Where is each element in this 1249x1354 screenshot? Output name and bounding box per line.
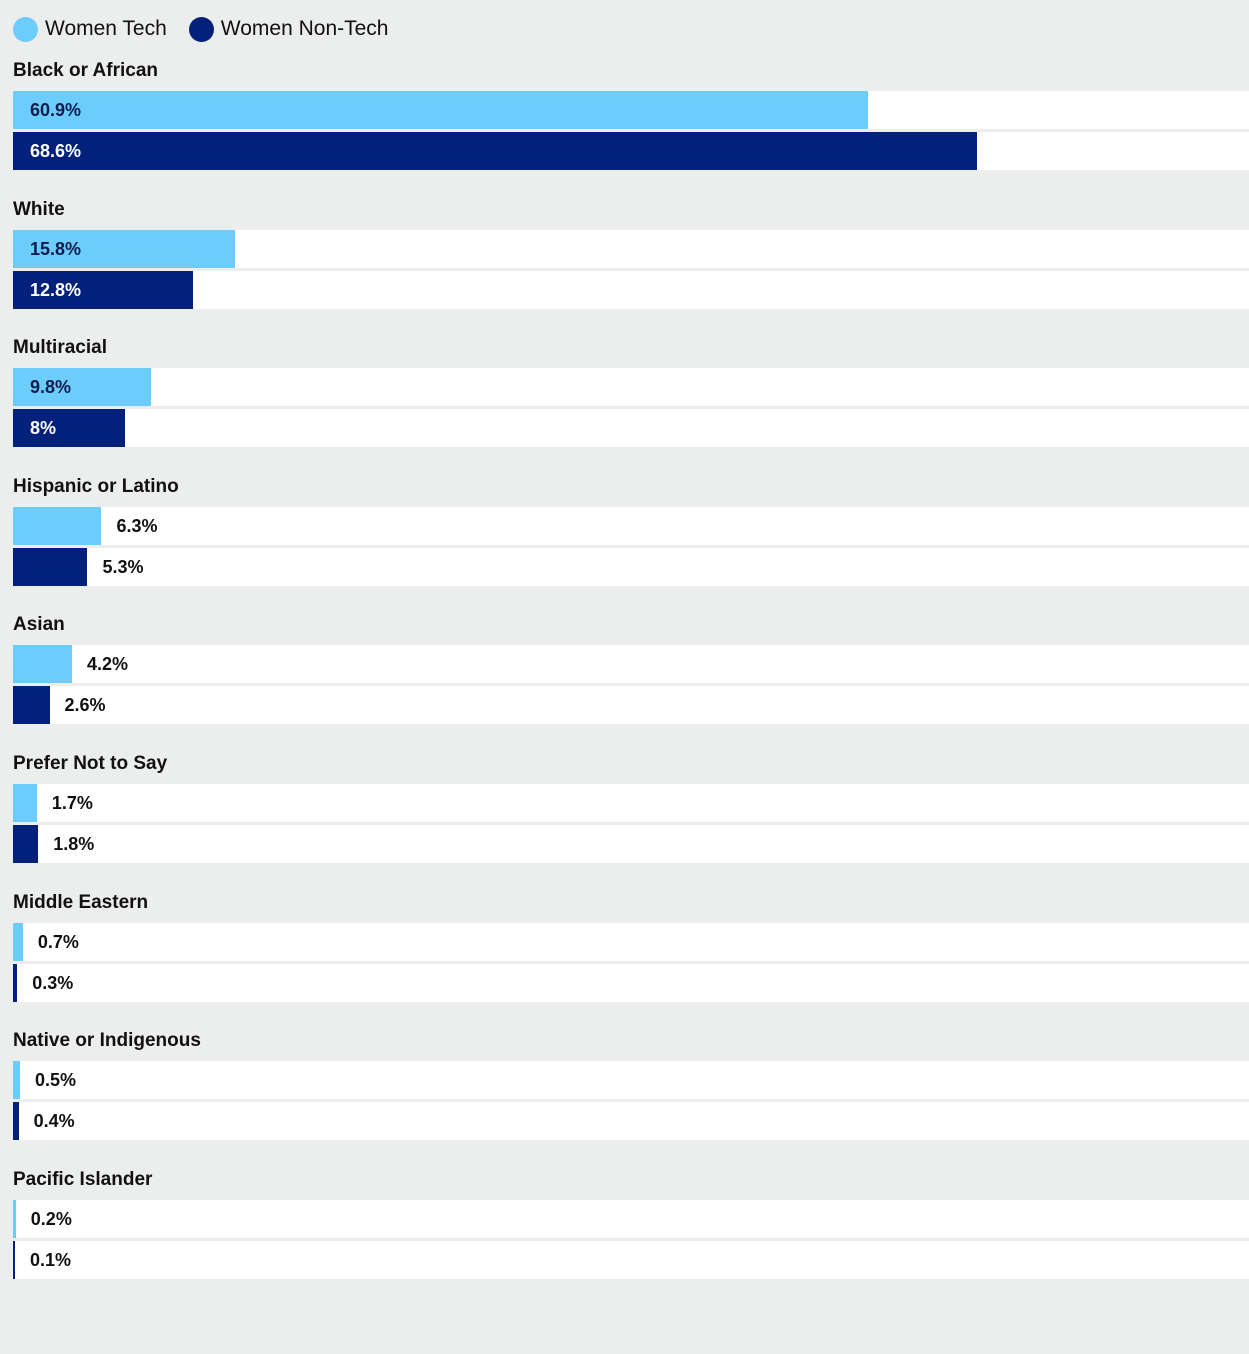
bar-women-tech-white[interactable] xyxy=(13,229,235,268)
data-label: 60.9% xyxy=(30,100,82,120)
bar-track: 1.7% xyxy=(13,783,1249,822)
bar-women-non-tech-white[interactable] xyxy=(13,270,193,309)
bar-track: 6.3% xyxy=(13,506,1249,545)
bar-track: 1.8% xyxy=(13,824,1249,863)
bar-women-non-tech-native-or-indigenous[interactable] xyxy=(13,1102,19,1141)
data-label: 0.2% xyxy=(30,1208,72,1229)
legend: Women Tech Women Non-Tech xyxy=(13,15,410,43)
bar-track: 15.8% xyxy=(13,229,1249,268)
data-label: 6.3% xyxy=(116,515,158,536)
legend-item-women-non-tech[interactable]: Women Non-Tech xyxy=(188,16,389,42)
category-label: Pacific Islander xyxy=(13,1168,153,1190)
data-label: 0.3% xyxy=(32,972,74,993)
bar-women-non-tech-prefer-not-to-say[interactable] xyxy=(13,824,39,863)
legend-swatch-women-tech xyxy=(13,16,38,42)
category-label: White xyxy=(13,198,65,220)
bar-track: 0.2% xyxy=(13,1199,1249,1238)
data-label: 1.8% xyxy=(53,833,95,854)
bar-women-non-tech-middle-eastern[interactable] xyxy=(13,963,18,1002)
data-label: 1.7% xyxy=(51,792,93,813)
data-label: 4.2% xyxy=(86,654,129,675)
bar-track: 0.4% xyxy=(13,1102,1249,1141)
bar-track: 60.9% xyxy=(13,91,1249,129)
bar-women-tech-multiracial[interactable] xyxy=(13,368,151,407)
data-label: 5.3% xyxy=(102,556,144,577)
bar-track: 5.3% xyxy=(13,547,1249,586)
bar-track: 0.1% xyxy=(13,1240,1249,1279)
category-label: Asian xyxy=(13,614,65,636)
category-group-middle-eastern: Middle Eastern 0.7% 0.3% xyxy=(13,890,1249,1029)
category-group-hispanic-or-latino: Hispanic or Latino 6.3% 5.3% xyxy=(13,474,1249,613)
data-label: 9.8% xyxy=(30,377,72,398)
category-label: Middle Eastern xyxy=(13,891,149,913)
data-label: 2.6% xyxy=(64,695,106,716)
bar-women-tech-native-or-indigenous[interactable] xyxy=(13,1061,21,1100)
category-label: Native or Indigenous xyxy=(13,1030,201,1052)
bar-track: 2.6% xyxy=(13,686,1249,725)
bar-women-tech-hispanic-or-latino[interactable] xyxy=(13,506,102,545)
category-group-black-or-african: Black or African 60.9% 68.6% xyxy=(13,58,1249,197)
category-group-prefer-not-to-say: Prefer Not to Say 1.7% 1.8% xyxy=(13,751,1249,890)
category-group-pacific-islander: Pacific Islander 0.2% 0.1% xyxy=(13,1167,1249,1306)
bar-women-non-tech-multiracial[interactable] xyxy=(13,409,126,448)
bar-track: 0.7% xyxy=(13,922,1249,961)
bar-track: 12.8% xyxy=(13,270,1249,309)
category-group-multiracial: Multiracial 9.8% 8% xyxy=(13,335,1249,474)
bar-chart: Black or African 60.9% 68.6% White 15.8% 12.8… xyxy=(13,58,1249,1305)
legend-label-women-tech: Women Tech xyxy=(45,17,167,40)
bar-women-tech-prefer-not-to-say[interactable] xyxy=(13,783,37,822)
legend-label-women-non-tech: Women Non-Tech xyxy=(220,17,389,40)
bar-track: 4.2% xyxy=(13,645,1249,684)
data-label: 8% xyxy=(30,418,57,439)
data-label: 12.8% xyxy=(30,279,82,300)
bar-women-non-tech-black-or-african[interactable] xyxy=(13,132,977,170)
category-label: Multiracial xyxy=(13,337,107,359)
legend-item-women-tech[interactable]: Women Tech xyxy=(13,16,167,42)
bar-track: 0.5% xyxy=(13,1061,1249,1100)
bar-women-tech-asian[interactable] xyxy=(13,645,72,684)
category-group-white: White 15.8% 12.8% xyxy=(13,197,1249,336)
category-label: Hispanic or Latino xyxy=(13,475,179,497)
bar-track: 68.6% xyxy=(13,132,1249,170)
bar-women-non-tech-pacific-islander[interactable] xyxy=(13,1240,15,1279)
bar-women-non-tech-asian[interactable] xyxy=(13,686,50,725)
data-label: 0.5% xyxy=(35,1070,77,1091)
data-label: 15.8% xyxy=(30,238,82,259)
category-label: Prefer Not to Say xyxy=(13,752,168,774)
bar-women-tech-black-or-african[interactable] xyxy=(13,91,869,129)
data-label: 68.6% xyxy=(30,141,82,161)
bar-women-tech-middle-eastern[interactable] xyxy=(13,922,23,961)
category-group-asian: Asian 4.2% 2.6% xyxy=(13,612,1249,751)
category-label: Black or African xyxy=(13,60,159,81)
data-label: 0.4% xyxy=(33,1111,75,1132)
category-group-native-or-indigenous: Native or Indigenous 0.5% 0.4% xyxy=(13,1028,1249,1167)
bar-track: 0.3% xyxy=(13,963,1249,1002)
bar-track: 9.8% xyxy=(13,368,1249,407)
data-label: 0.1% xyxy=(30,1249,72,1270)
bar-track: 8% xyxy=(13,409,1249,448)
bar-women-non-tech-hispanic-or-latino[interactable] xyxy=(13,547,88,586)
data-label: 0.7% xyxy=(37,931,79,952)
legend-swatch-women-non-tech xyxy=(188,16,214,42)
bar-women-tech-pacific-islander[interactable] xyxy=(13,1199,16,1238)
